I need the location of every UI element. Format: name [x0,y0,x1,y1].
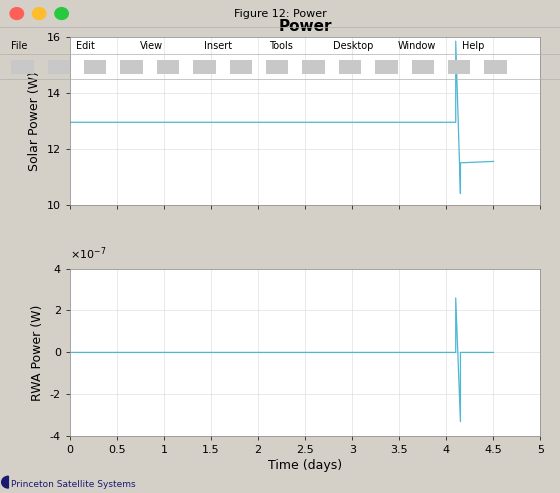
Text: File: File [11,41,27,51]
Y-axis label: Solar Power (W): Solar Power (W) [29,71,41,171]
X-axis label: Time (days): Time (days) [268,459,342,472]
Text: Figure 12: Power: Figure 12: Power [234,8,326,19]
Text: Insert: Insert [204,41,232,51]
Y-axis label: RWA Power (W): RWA Power (W) [31,304,44,401]
Text: Tools: Tools [269,41,293,51]
Text: Window: Window [398,41,436,51]
Text: Princeton Satellite Systems: Princeton Satellite Systems [11,480,136,489]
Text: Edit: Edit [76,41,95,51]
Title: Power: Power [278,19,332,35]
Text: Help: Help [462,41,484,51]
Text: Desktop: Desktop [333,41,374,51]
Text: View: View [140,41,163,51]
Text: $\times10^{-7}$: $\times10^{-7}$ [70,245,106,262]
